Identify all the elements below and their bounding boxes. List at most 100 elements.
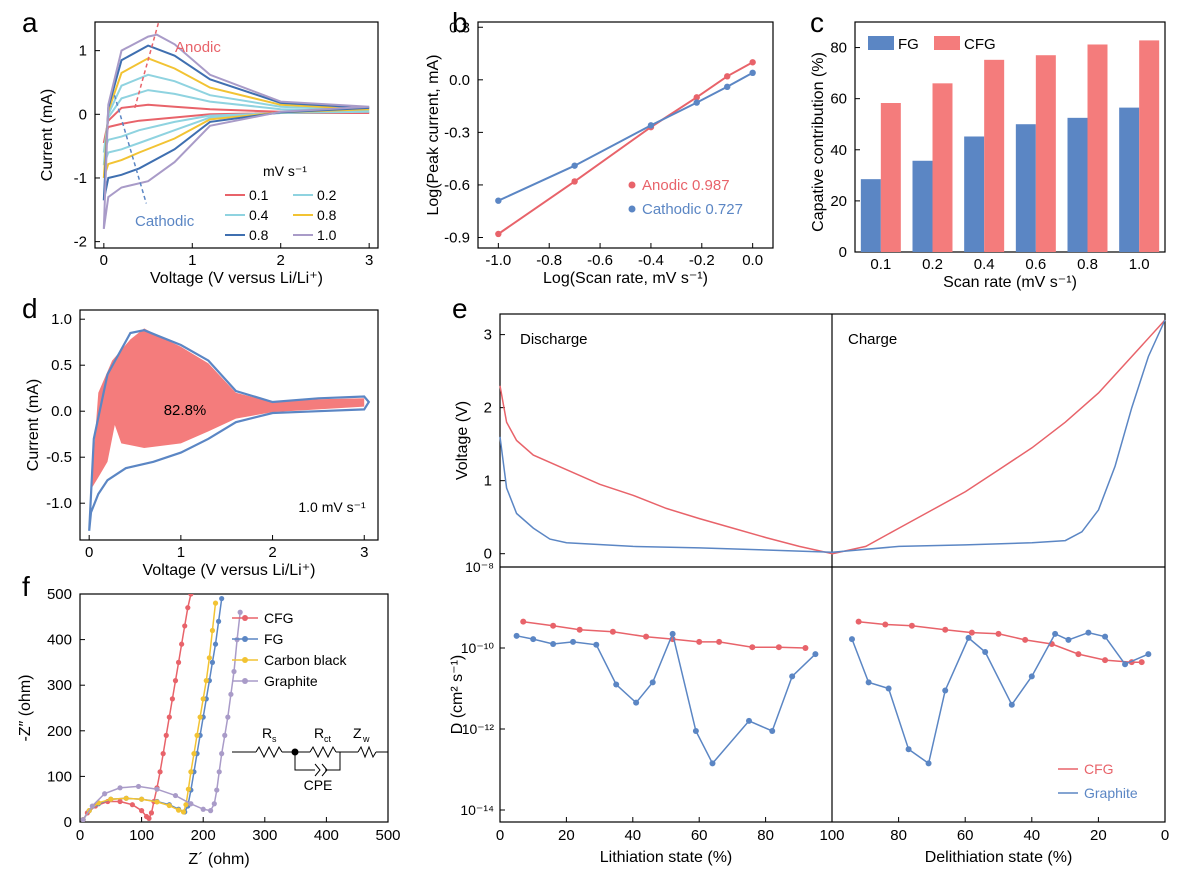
panel-d-xlabel: Voltage (V versus Li/Li⁺) [143, 562, 316, 579]
panel-f-point [194, 732, 200, 738]
panel-c-bar-CFG-1.0 [1139, 40, 1160, 253]
panel-e-D-point [649, 679, 656, 686]
panel-e-charge-label: Charge [848, 331, 897, 348]
panel-c-xtick-label: 0.1 [870, 256, 891, 273]
panel-b-legend-marker [628, 181, 636, 189]
panel-e-D-point [802, 645, 809, 651]
panel-label-c: c [810, 7, 824, 38]
panel-e-xtick-left-label: 80 [757, 827, 774, 844]
panel-e-D-point [593, 641, 600, 648]
panel-a-legend-label: 0.1 [249, 187, 269, 203]
panel-f-legend-marker [242, 615, 248, 621]
panel-f-point [139, 808, 145, 814]
panel-e-D-point [908, 622, 915, 629]
panel-b-point [571, 178, 578, 185]
panel-f-legend-label: FG [264, 631, 283, 647]
panel-e-D-right-CFG [858, 620, 1142, 663]
panel-e-D-point [942, 626, 949, 633]
panel-f-point [200, 696, 206, 702]
panel-f-point [185, 786, 192, 792]
panel-f-point [180, 809, 187, 815]
panel-b-ytick-label: -0.3 [444, 124, 470, 141]
circuit-rct-resistor [309, 745, 337, 759]
panel-e-xtick-right-label: 40 [1023, 827, 1040, 844]
panel-b-point [495, 230, 502, 238]
panel-e-D-point [530, 636, 537, 643]
panel-e-D-point [1065, 636, 1072, 643]
panel-a-xtick-label: 0 [100, 252, 108, 269]
panel-a-xlabel: Voltage (V versus Li/Li⁺) [150, 270, 323, 287]
panel-e-D-point [613, 681, 620, 688]
circuit-rs-label: R [262, 725, 272, 741]
panel-f-point [154, 786, 160, 792]
panel-label-f: f [22, 571, 30, 602]
panel-e-D-point [1102, 633, 1109, 640]
panel-e-D-point [1022, 636, 1029, 643]
panel-c-ytick-label: 40 [830, 142, 847, 159]
panel-a-series-1 [102, 89, 370, 153]
panel-e-top-ylabel: Voltage (V) [454, 401, 471, 480]
panel-e-D-point [882, 621, 889, 628]
panel-f-point [135, 783, 142, 790]
panel-d-xtick-label: 1 [177, 544, 185, 561]
panel-f-point [108, 796, 114, 802]
panel-e-bottom-ylabel: D (cm² s⁻¹) [449, 655, 466, 735]
panel-e-D-point [885, 685, 892, 692]
panel-e-D-point [848, 636, 855, 643]
panel-f-point [129, 802, 135, 808]
panel-e-D-point [1028, 673, 1035, 680]
panel-e-D-point [789, 673, 796, 680]
panel-c-bar-CFG-0.4 [984, 59, 1005, 253]
panel-e-xtick-left-label: 60 [691, 827, 708, 844]
panel-f-point [231, 668, 237, 675]
panel-a-frame [94, 21, 379, 249]
panel-d-xtick-label: 3 [360, 544, 368, 561]
panel-a-legend-label: 0.8 [317, 207, 337, 223]
panel-f-point [200, 806, 206, 812]
circuit-cpe-label: CPE [304, 777, 333, 793]
panel-f-point [188, 769, 194, 775]
panel-a-xtick-label: 1 [188, 252, 196, 269]
panel-e-xtick-left-label: 20 [558, 827, 575, 844]
panel-e-D-point [982, 649, 989, 656]
panel-f-point [172, 792, 179, 799]
panel-d-capacitive-area [91, 328, 365, 490]
panel-f-legend-label: CFG [264, 610, 294, 626]
panel-a-series-4 [102, 44, 370, 201]
panel-f-xtick-label: 500 [375, 827, 400, 844]
panel-c-bar-FG-0.8 [1067, 117, 1088, 252]
panel-a-ytick-label: 0 [79, 106, 87, 123]
panel-d-ylabel: Current (mA) [25, 379, 42, 471]
panel-f-point [206, 655, 212, 661]
panel-e-D-point [709, 760, 716, 767]
circuit-zw-element [357, 745, 377, 759]
panel-a-ylabel: Current (mA) [39, 89, 56, 181]
panel-e-D-point [513, 632, 520, 639]
panel-b-point [724, 83, 731, 91]
panel-b-xtick-label: 0.0 [742, 252, 763, 269]
panel-a-cathodic-guide [113, 94, 148, 204]
panel-a-legend-title: mV s⁻¹ [263, 163, 307, 179]
panel-e-bottom-ytick-label: 10⁻¹⁴ [460, 802, 494, 818]
circuit-cpe-element [314, 763, 328, 777]
panel-c-legend-swatch [934, 36, 960, 50]
panel-f-xtick-label: 300 [252, 827, 277, 844]
panel-c-bar-FG-1.0 [1119, 107, 1140, 252]
panel-e-D-point [925, 760, 932, 767]
panel-f-ytick-label: 500 [47, 586, 72, 603]
panel-label-b: b [452, 7, 468, 38]
panel-b-ytick-label: -0.6 [444, 177, 470, 194]
panel-e-D-point [749, 644, 756, 651]
panel-f-ylabel: -Z″ (ohm) [17, 675, 34, 742]
panel-e-bottom-ytick-label: 10⁻¹² [462, 721, 495, 737]
panel-f-point [175, 807, 182, 813]
panel-f-point [80, 817, 86, 822]
panel-c-bar-CFG-0.6 [1035, 55, 1056, 252]
panel-b-xtick-label: -0.6 [587, 252, 613, 269]
circuit-zw-label-sub: w [362, 734, 370, 744]
panel-f-point [117, 785, 123, 791]
panel-e-D-point [1052, 630, 1059, 637]
panel-c-xtick-label: 0.2 [922, 256, 943, 273]
panel-f-point [207, 808, 214, 814]
panel-e-xtick-right-label: 0 [1161, 827, 1169, 844]
